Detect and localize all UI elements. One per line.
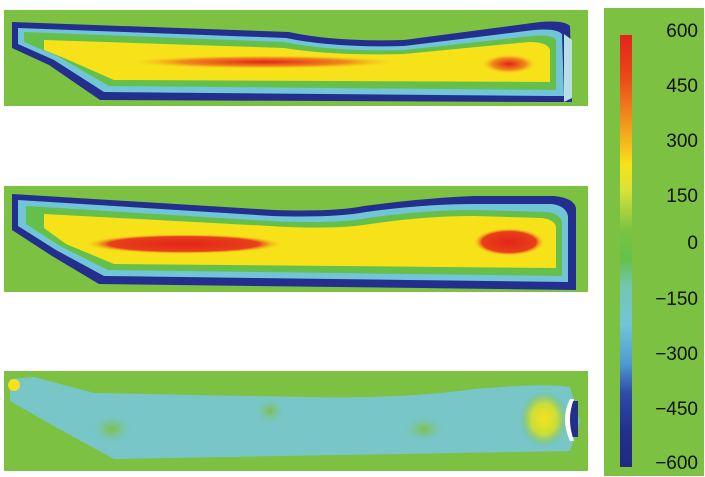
color-scale-tick-label: −600 (655, 453, 698, 474)
stress-map-panel-2 (4, 186, 588, 292)
color-scale-tick-label: 600 (666, 21, 698, 42)
color-scale-tick-label: 150 (666, 186, 698, 207)
color-scale-tick-label: 300 (666, 131, 698, 152)
color-scale-tick-label: −150 (655, 289, 698, 310)
color-scale-tick-label: 450 (666, 76, 698, 97)
color-scale-gradient (620, 35, 632, 467)
color-scale-tick-label: −300 (655, 344, 698, 365)
color-scale-legend: 600 450 300 150 0 −150 −300 −450 −600 (604, 8, 704, 476)
stress-map-panel-1 (4, 10, 588, 106)
color-scale-tick-label: −450 (655, 399, 698, 420)
color-scale-tick-label: 0 (687, 233, 698, 254)
stress-map-panel-3 (4, 371, 588, 471)
